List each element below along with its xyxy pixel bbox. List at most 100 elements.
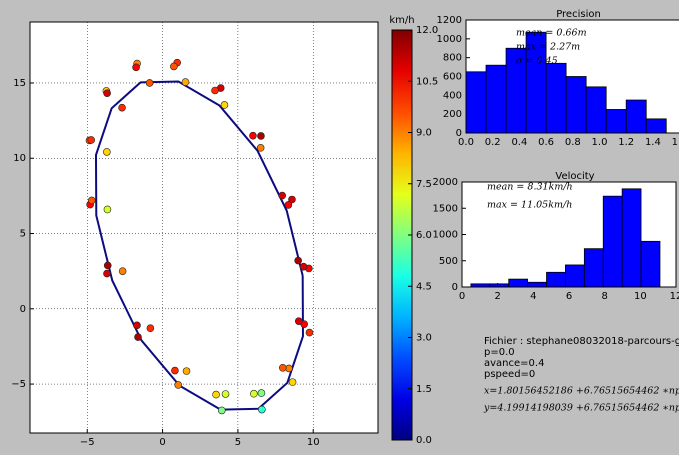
point: [220, 101, 229, 109]
point: [294, 317, 303, 325]
point: [288, 195, 296, 204]
point: [212, 390, 220, 399]
point: [182, 367, 191, 375]
y-tick-label: 1000: [437, 34, 462, 45]
bar: [565, 76, 587, 134]
point: [284, 201, 293, 209]
annotation: σ = 0.45: [516, 56, 558, 67]
point: [118, 267, 127, 275]
colorbar-tick-label: 0.0: [416, 435, 432, 446]
y-tick-label: 1000: [433, 230, 458, 241]
x-tick-label: 0.6: [538, 137, 554, 148]
point: [133, 321, 141, 330]
frame: [29, 21, 379, 434]
colorbar-tick-label: 3.0: [416, 333, 432, 344]
point: [257, 132, 265, 140]
point: [211, 86, 219, 95]
bar: [585, 86, 607, 134]
bar: [508, 278, 529, 288]
x-tick-label: 1.6: [672, 137, 679, 148]
y-tick-label: −5: [11, 379, 26, 390]
bar: [640, 240, 661, 288]
x-tick-label: 5: [235, 437, 241, 448]
x-tick-label: 1.2: [618, 137, 634, 148]
point: [294, 256, 302, 265]
annotation: mean = 0.66m: [516, 28, 587, 39]
y-tick-label: 600: [443, 72, 462, 83]
colorbar-tick-label: 4.5: [416, 281, 432, 292]
x-tick-label: −5: [80, 437, 95, 448]
x-tick-label: 0: [459, 291, 465, 302]
point: [249, 131, 257, 140]
point: [278, 364, 287, 372]
y-tick-label: 0: [20, 304, 26, 315]
point: [103, 148, 111, 156]
point: [171, 366, 179, 375]
y-tick-label: 200: [443, 109, 462, 120]
x-tick-label: 4: [530, 291, 536, 302]
x-tick-label: 10: [307, 437, 320, 448]
bar: [545, 62, 567, 134]
point: [87, 136, 95, 144]
point: [174, 381, 183, 389]
bar: [645, 118, 667, 134]
colorbar-tick-label: 12.0: [416, 25, 438, 36]
y-tick-label: 400: [443, 90, 462, 101]
point: [134, 333, 142, 341]
x-tick-label: 1.0: [592, 137, 608, 148]
point: [145, 79, 154, 87]
point: [257, 389, 266, 397]
point: [132, 63, 140, 72]
point: [103, 261, 112, 270]
bar: [565, 264, 585, 288]
info-line: p=0.0: [484, 347, 515, 358]
formula: x=1.80156452186 +6.76515654462 ∗np.cos(t…: [484, 386, 679, 397]
y-tick-label: 500: [439, 256, 458, 267]
x-tick-label: 1.4: [645, 137, 661, 148]
colorbar-tick-label: 7.5: [416, 179, 432, 190]
y-tick-label: 1500: [433, 203, 458, 214]
y-tick-label: 2000: [433, 177, 458, 188]
bar: [605, 109, 627, 134]
annotation: max = 11.05km/h: [487, 200, 572, 211]
point: [299, 262, 308, 271]
x-tick-label: 0.0: [458, 137, 474, 148]
y-tick-label: 1200: [437, 15, 462, 26]
bar: [602, 195, 623, 288]
point: [288, 378, 297, 386]
reference-line: [94, 80, 304, 411]
bar: [546, 271, 566, 288]
x-tick-label: 2: [494, 291, 500, 302]
colorbar-tick-label: 10.5: [416, 76, 438, 87]
colorbar-label: km/h: [389, 15, 414, 26]
x-tick-label: 0.2: [485, 137, 501, 148]
chart-title: Precision: [556, 9, 601, 20]
info-line: pspeed=0: [484, 369, 535, 380]
x-tick-label: 10: [634, 291, 647, 302]
x-tick-label: 6: [566, 291, 572, 302]
y-tick-label: 5: [20, 229, 26, 240]
colorbar-tick-label: 9.0: [416, 128, 432, 139]
annotation: mean = 8.31km/h: [487, 182, 573, 193]
bar: [583, 248, 604, 288]
info-line: avance=0.4: [484, 358, 544, 369]
bar: [625, 99, 647, 134]
y-tick-label: 15: [13, 78, 26, 89]
point: [103, 89, 111, 98]
point: [103, 205, 112, 214]
formula: y=4.19914198039 +6.76515654462 ∗np.cos(t…: [483, 403, 679, 414]
point: [170, 62, 178, 71]
chart-title: Velocity: [555, 171, 594, 182]
point: [258, 405, 266, 414]
frame: [461, 181, 677, 288]
point: [181, 78, 190, 86]
point: [305, 328, 314, 337]
point: [87, 196, 96, 205]
x-tick-label: 12: [670, 291, 679, 302]
y-tick-label: 0: [452, 282, 458, 293]
x-tick-label: 8: [601, 291, 607, 302]
y-tick-label: 0: [456, 128, 462, 139]
bar: [621, 188, 642, 288]
colorbar-tick-label: 1.5: [416, 384, 432, 395]
